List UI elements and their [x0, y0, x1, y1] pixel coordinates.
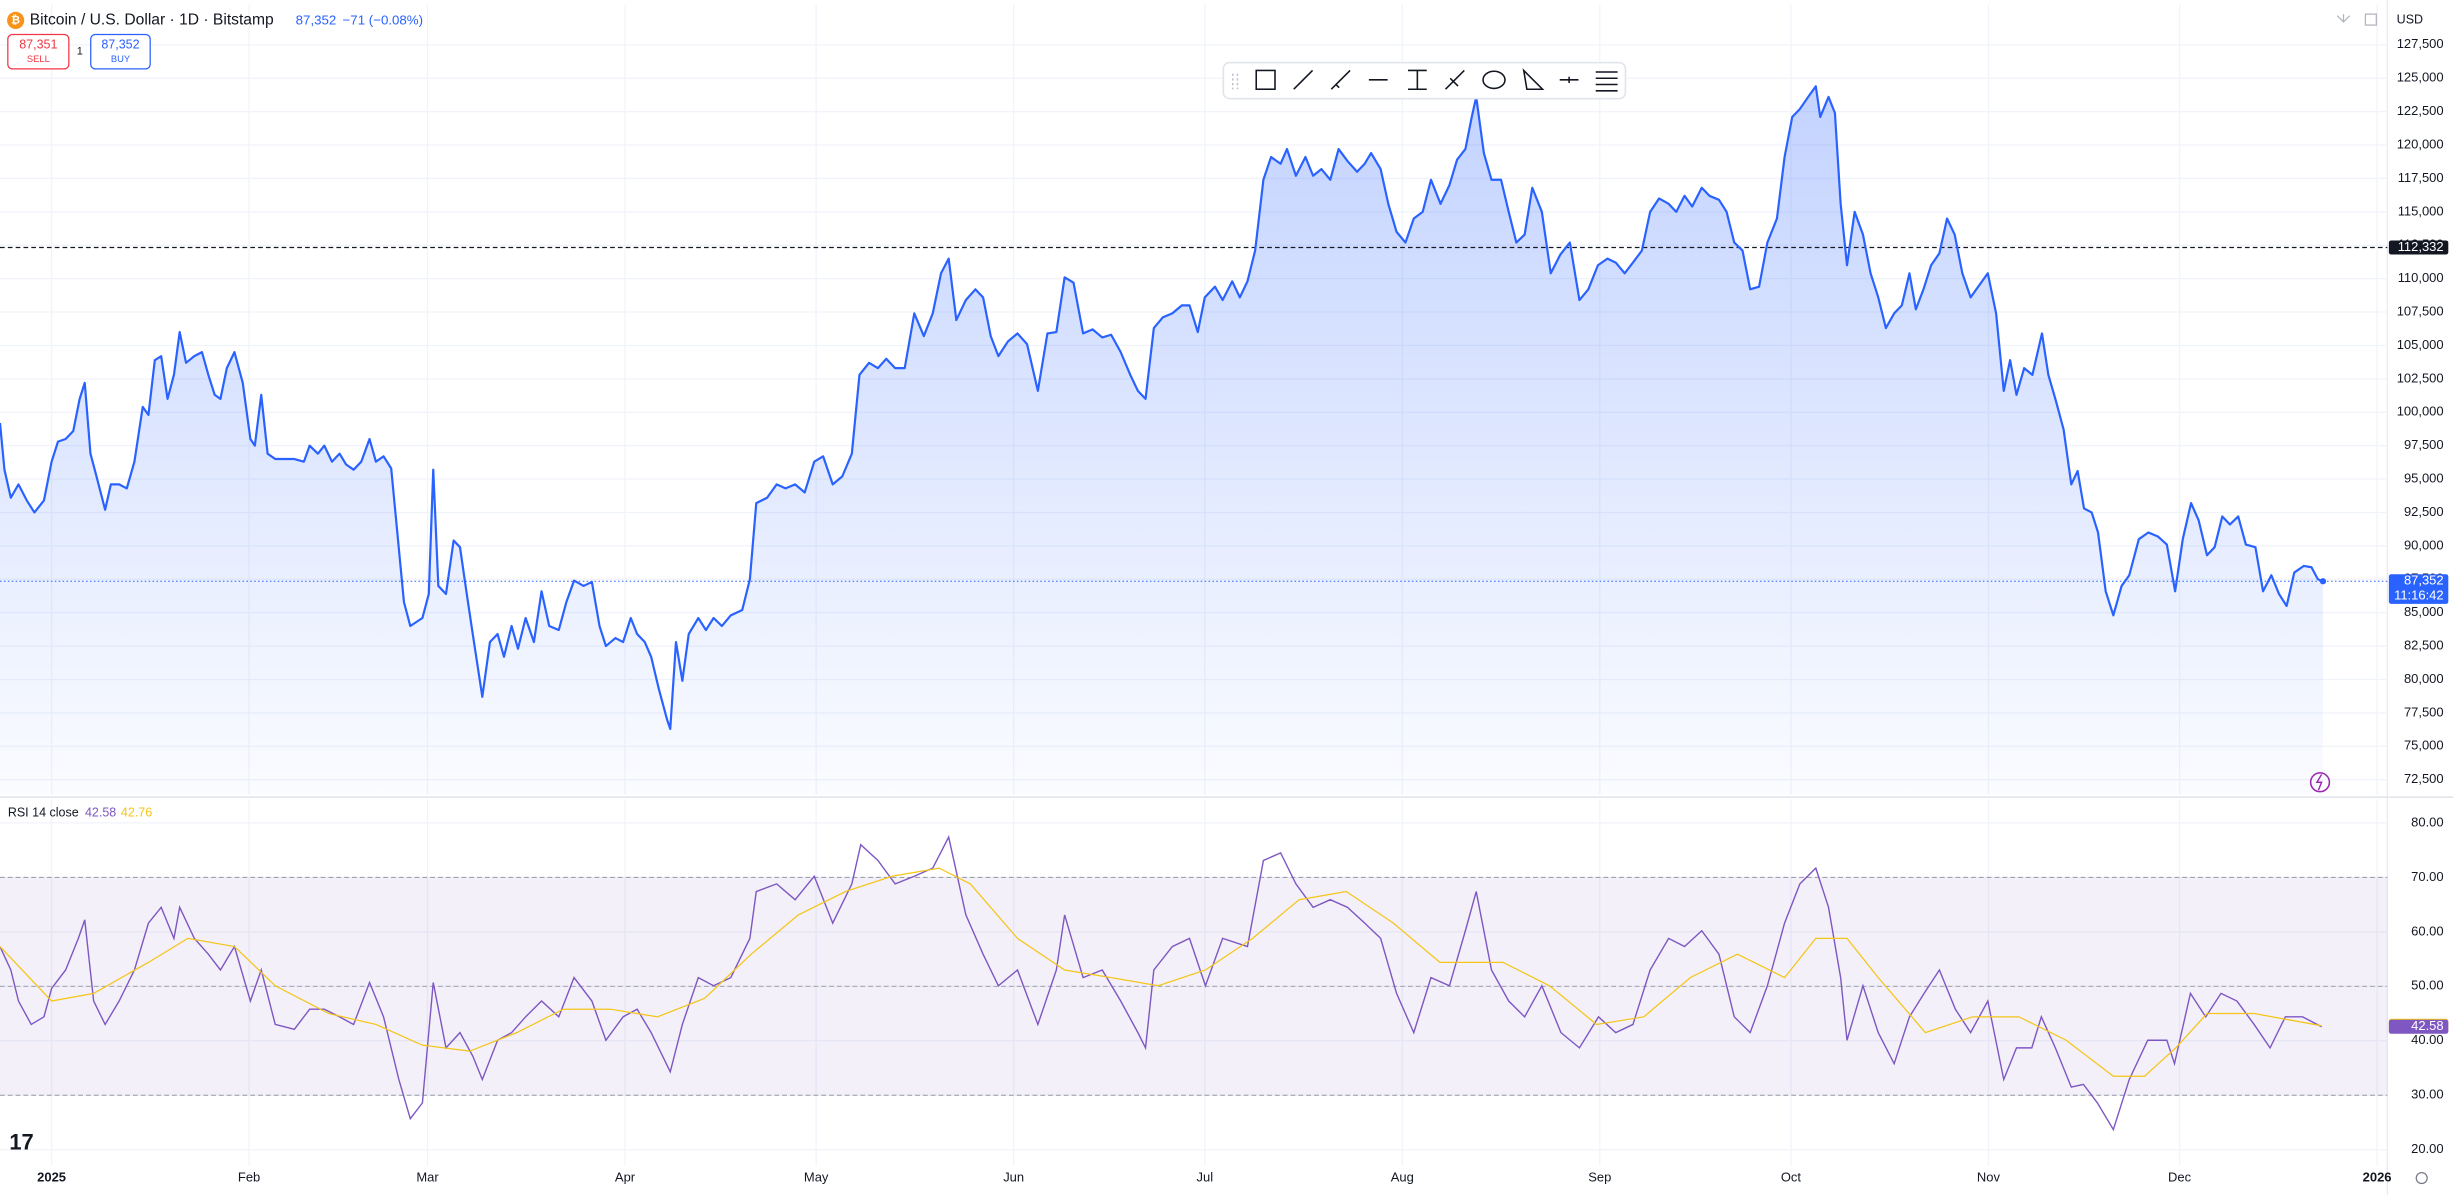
y-tick-label: 127,500 [2397, 36, 2444, 51]
y-tick-label: 105,000 [2397, 337, 2444, 352]
rsi-line [0, 867, 2322, 1077]
y-tick-label: 40.00 [2411, 1032, 2443, 1047]
y-tick-label: 122,500 [2397, 103, 2444, 118]
currency[interactable]: USD [2397, 13, 2423, 27]
y-tick-label: 30.00 [2411, 1087, 2443, 1102]
y-tick-label: 92,500 [2404, 504, 2444, 519]
price-change: −71 (−0.08%) [343, 12, 423, 27]
x-tick-label: Nov [1977, 1169, 2001, 1184]
last-price: 87,352 [296, 12, 337, 27]
sell-button[interactable] [7, 33, 70, 70]
x-tick-label: Jul [1197, 1169, 1214, 1184]
x-tick-label: 2026 [2363, 1169, 2392, 1184]
tool-triangle[interactable] [1522, 68, 1545, 91]
y-tick-label: 95,000 [2404, 470, 2444, 485]
rsi-axis-label-box [2388, 1019, 2449, 1034]
y-tick-label: 125,000 [2397, 70, 2444, 85]
tool-horizontal-line[interactable] [1559, 76, 1579, 83]
buy-button[interactable] [90, 33, 151, 70]
price-line [0, 85, 2324, 731]
y-tick-label: 115,000 [2398, 203, 2444, 218]
x-tick-label: Sep [1588, 1169, 1611, 1184]
fullscreen-icon[interactable] [2364, 13, 2377, 26]
rsi-value: 42.58 [85, 806, 116, 820]
last-price-label: 87,352 [2404, 573, 2444, 588]
last-quote: 87,352 −71 (−0.08%) [296, 12, 423, 27]
settings-icon[interactable] [2415, 1171, 2428, 1185]
x-tick-label: Jun [1003, 1169, 1024, 1184]
symbol-title: Bitcoin / U.S. Dollar · 1D · Bitstamp [30, 12, 274, 29]
y-tick-label: 85,000 [2404, 604, 2444, 619]
rsi-axis-label: 42.58 [2411, 1018, 2443, 1033]
spread: 1 [77, 46, 83, 58]
x-tick-label: Mar [416, 1169, 439, 1184]
drawing-toolbar [1222, 61, 1627, 100]
sell-price: 87,351 [19, 38, 57, 52]
tool-ellipse[interactable] [1482, 70, 1506, 90]
area-fill [0, 86, 2323, 795]
y-tick-label: 100,000 [2397, 404, 2444, 419]
y-tick-label: 107,500 [2397, 303, 2444, 318]
tool-trendline[interactable] [1293, 69, 1314, 90]
alert-icon[interactable] [2309, 772, 2331, 793]
y-tick-label: 97,500 [2404, 437, 2444, 452]
y-tick-label: 77,500 [2404, 704, 2444, 719]
plot-layer: 72,50075,00077,50080,00082,50085,00087,5… [0, 4, 2449, 1184]
y-tick-label: 117,500 [2398, 170, 2444, 185]
rsi-legend: RSI 14 close 42.58 42.76 [8, 806, 152, 820]
rsi-line [0, 834, 2322, 1132]
x-tick-label: Apr [615, 1169, 636, 1184]
last-price-label-box [2388, 574, 2449, 604]
rsi-ma-value: 42.76 [121, 806, 152, 820]
y-tick-label: 20.00 [2411, 1141, 2443, 1156]
x-tick-label: 2025 [37, 1169, 66, 1184]
tool-more[interactable] [1595, 71, 1618, 92]
tool-ray[interactable] [1330, 69, 1351, 90]
y-tick-label: 80.00 [2411, 814, 2443, 829]
y-tick-label: 70.00 [2411, 869, 2443, 884]
alert-bolt [2315, 774, 2323, 791]
download-icon[interactable] [2336, 14, 2351, 23]
tool-measure[interactable] [1407, 69, 1427, 91]
x-tick-label: Dec [2168, 1169, 2192, 1184]
bitcoin-icon [7, 11, 25, 29]
y-tick-label: 75,000 [2404, 738, 2444, 753]
y-tick-label: 90,000 [2404, 537, 2444, 552]
y-tick-label: 80,000 [2404, 671, 2444, 686]
tool-brush[interactable] [1444, 69, 1465, 90]
tool-rectangle[interactable] [1255, 69, 1276, 91]
y-tick-label: 120,000 [2397, 136, 2444, 151]
x-tick-label: May [804, 1169, 829, 1184]
y-tick-label: 50.00 [2411, 978, 2443, 993]
y-tick-label: 82,500 [2404, 637, 2444, 652]
rsi-title: RSI 14 close [8, 806, 79, 820]
x-tick-label: Aug [1391, 1169, 1414, 1184]
x-tick-label: Oct [1781, 1169, 1802, 1184]
sell-label: SELL [27, 54, 50, 64]
y-tick-label: 60.00 [2411, 923, 2443, 938]
y-tick-label: 110,000 [2398, 270, 2444, 285]
buy-label: BUY [111, 54, 131, 64]
x-tick-label: Feb [238, 1169, 260, 1184]
last-price-label-countdown: 11:16:42 [2394, 588, 2444, 603]
y-tick-label: 102,500 [2397, 370, 2444, 385]
bitcoin-glyph: ₿ [11, 15, 20, 27]
reference-label: 112,332 [2398, 239, 2444, 254]
last-point [2319, 578, 2327, 585]
reference-label-box [2388, 240, 2449, 255]
y-tick-label: 72,500 [2404, 771, 2444, 786]
buy-price: 87,352 [101, 38, 139, 52]
tradingview-logo[interactable]: 17 [9, 1129, 33, 1154]
